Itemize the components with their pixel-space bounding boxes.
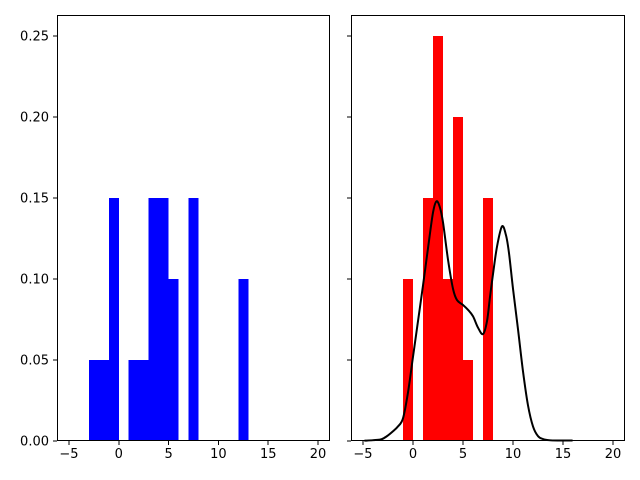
kde-curve [364, 200, 573, 442]
panel-left: −5 0 5 10 15 20 0.00 0.05 0.10 0.15 0.20 0.25 [20, 15, 330, 462]
histogram-bar [403, 279, 413, 441]
left-y-axis: 0.00 0.05 0.10 0.15 0.20 0.25 [20, 30, 57, 450]
y-tick-label: 0.00 [20, 435, 49, 450]
x-tick-label: 5 [459, 447, 467, 462]
left-histogram-bars [88, 198, 249, 441]
axes-spines [57, 15, 330, 441]
x-tick-label: −5 [353, 447, 372, 462]
y-tick-label: 0.10 [20, 273, 49, 288]
x-tick-label: 0 [409, 447, 417, 462]
x-tick-label: 20 [310, 447, 327, 462]
histogram-bar [433, 36, 443, 442]
x-tick-label: 20 [605, 447, 622, 462]
x-tick-label: 10 [505, 447, 522, 462]
histogram-bar [88, 360, 99, 441]
x-tick-label: 0 [115, 447, 123, 462]
y-tick-label: 0.20 [20, 111, 49, 126]
histogram-bar [128, 360, 139, 441]
x-tick-label: −5 [59, 447, 78, 462]
histogram-bar [148, 198, 159, 441]
histogram-bar [188, 198, 199, 441]
histogram-bar [423, 198, 433, 441]
histogram-bar [443, 279, 453, 441]
histogram-bar [168, 279, 179, 441]
axes-spines [351, 15, 625, 441]
right-y-axis [347, 35, 351, 442]
histogram-bar [138, 360, 149, 441]
histogram-bar [238, 279, 249, 441]
x-tick-label: 15 [260, 447, 277, 462]
x-tick-label: 15 [555, 447, 572, 462]
panel-right: −5 0 5 10 15 20 [347, 15, 625, 462]
histogram-bar [463, 360, 473, 441]
y-tick-label: 0.05 [20, 354, 49, 369]
y-tick-label: 0.25 [20, 30, 49, 45]
x-tick-label: 10 [210, 447, 227, 462]
left-x-axis: −5 0 5 10 15 20 [59, 441, 326, 462]
histogram-bar [453, 117, 463, 442]
histogram-bar [108, 198, 119, 441]
right-histogram-bars [403, 36, 493, 442]
histogram-bar [98, 360, 109, 441]
x-tick-label: 5 [164, 447, 172, 462]
histogram-bar [158, 198, 169, 441]
right-x-axis: −5 0 5 10 15 20 [353, 441, 621, 462]
y-tick-label: 0.15 [20, 192, 49, 207]
